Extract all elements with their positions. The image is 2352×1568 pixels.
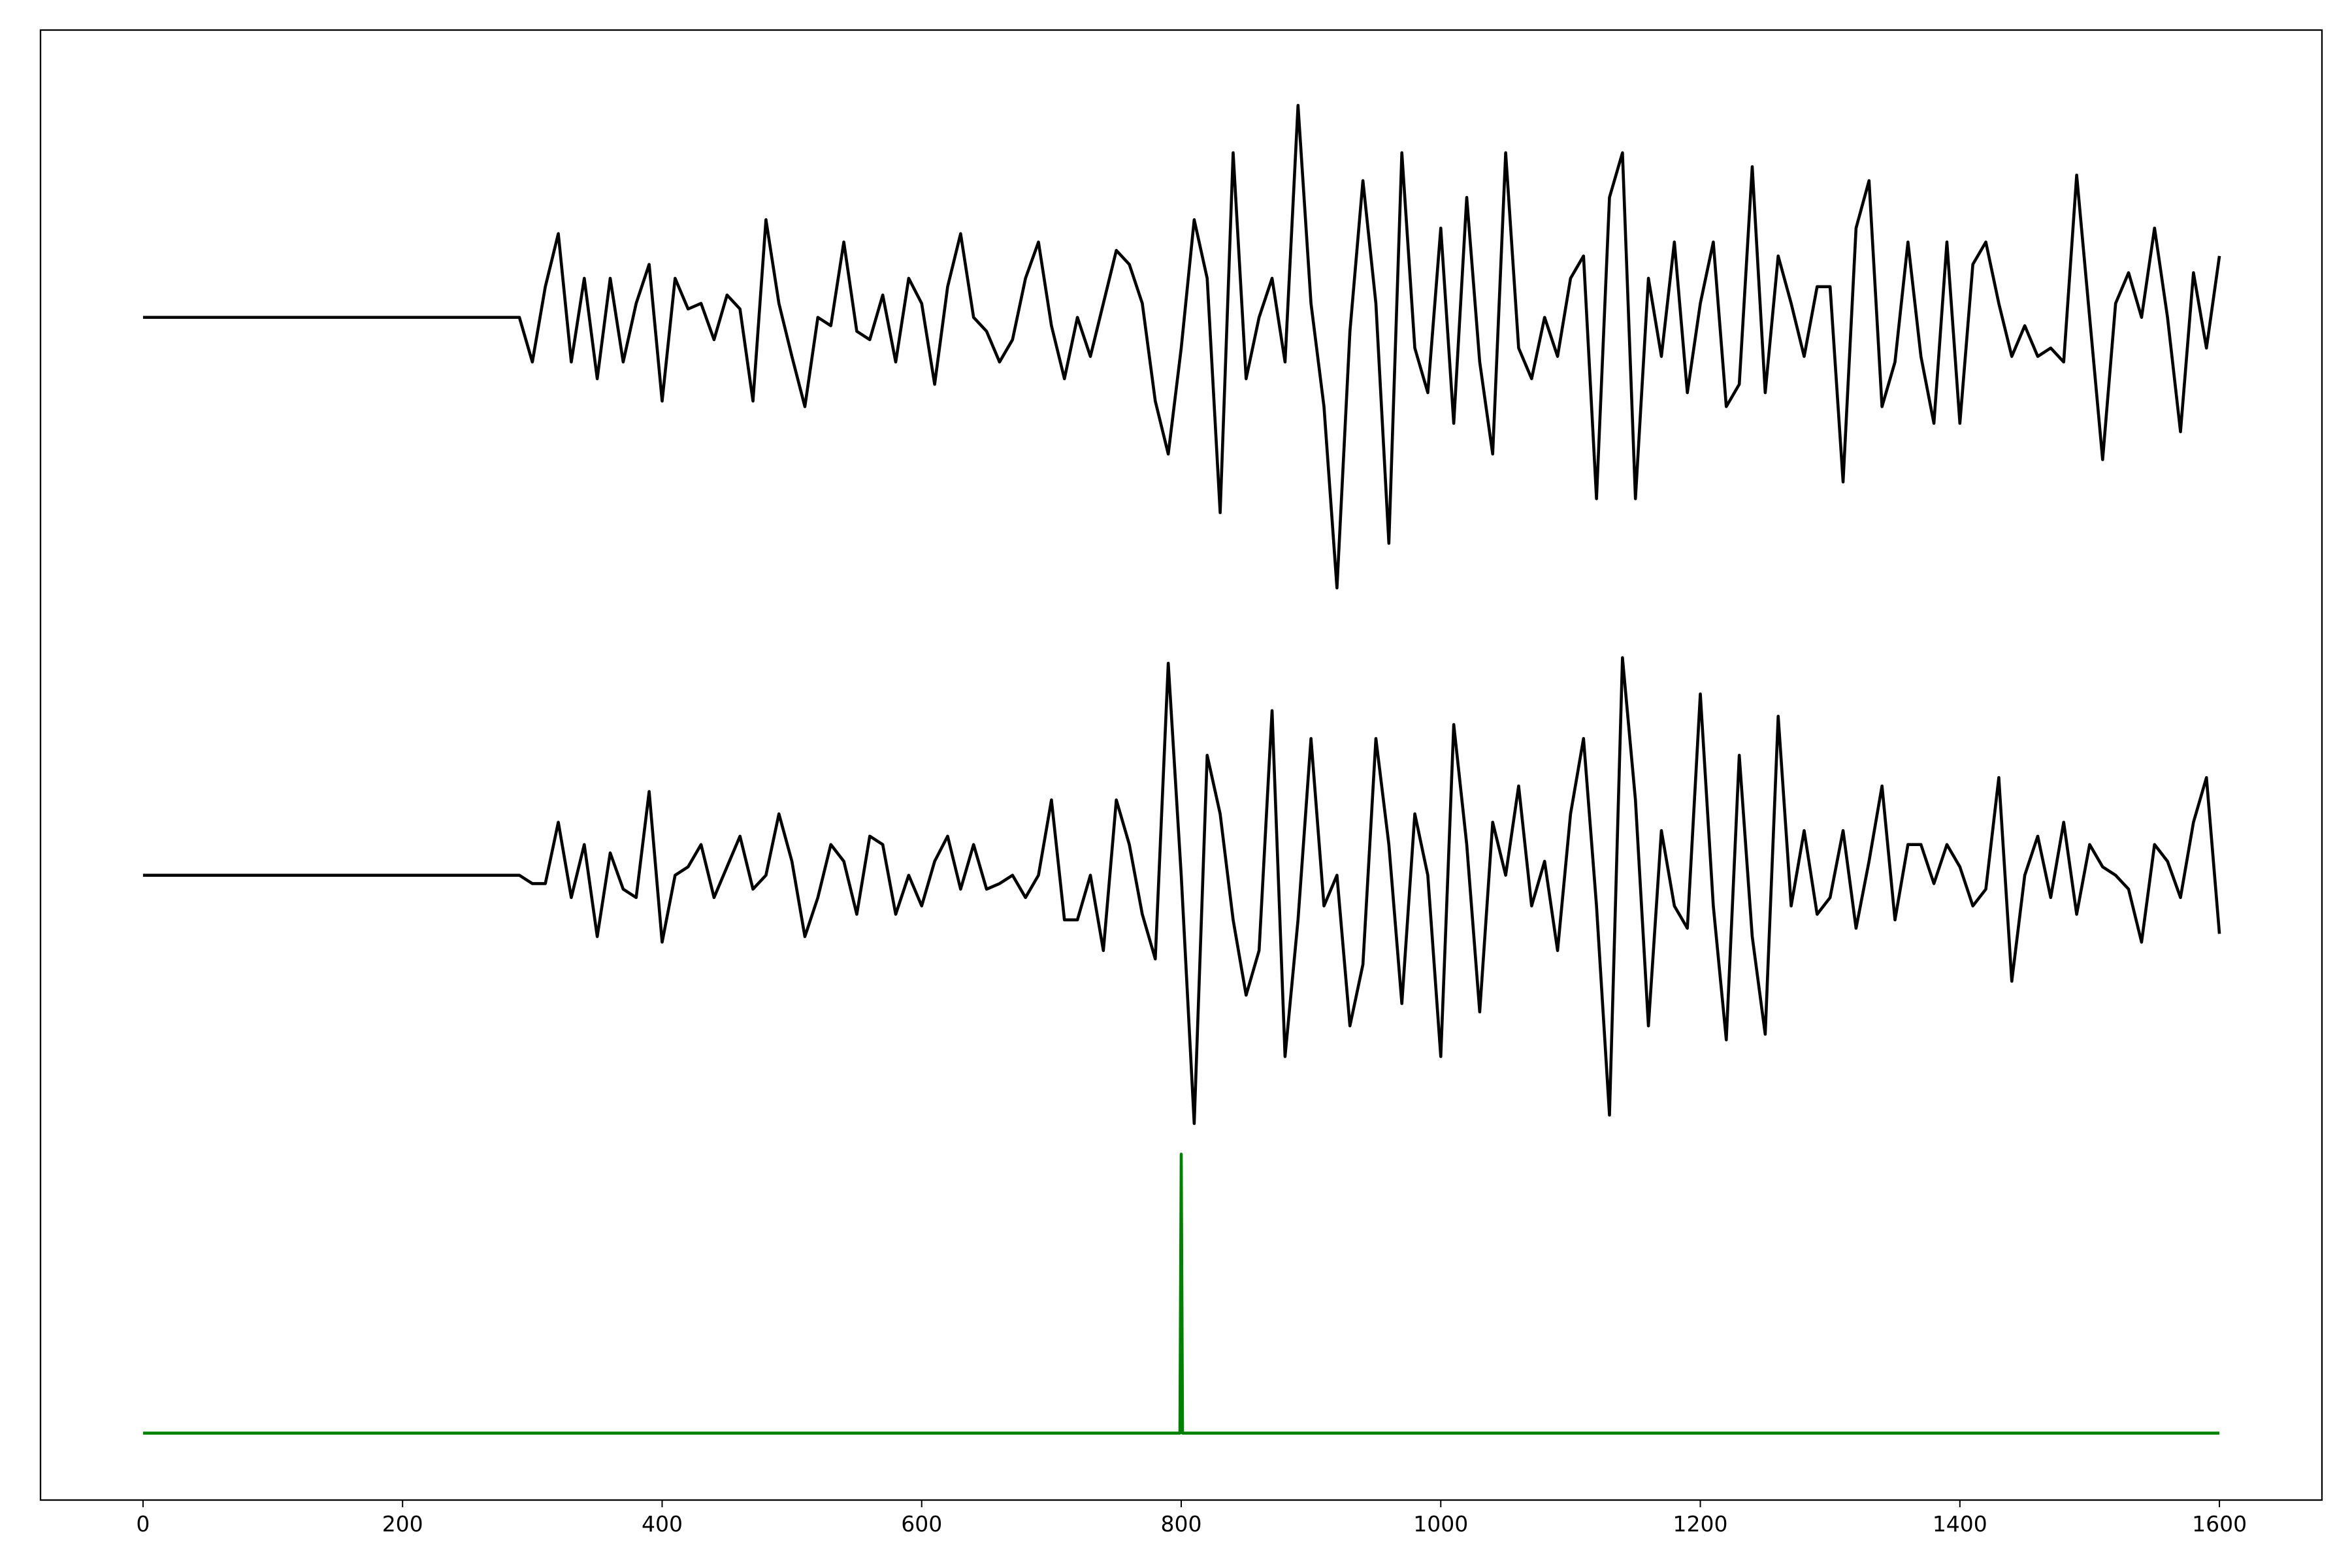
x-tick-label: 800: [1161, 1511, 1202, 1537]
trace-line: [142, 1152, 2220, 1435]
x-tick-label: 200: [382, 1511, 423, 1537]
x-tick-label: 1200: [1673, 1511, 1728, 1537]
x-tick-label: 400: [642, 1511, 683, 1537]
trace-line: [142, 656, 2221, 1125]
x-tick-label: 1600: [2192, 1511, 2247, 1537]
x-tick-label: 1400: [1933, 1511, 1987, 1537]
trace-line: [142, 103, 2221, 590]
x-tick-label: 600: [901, 1511, 942, 1537]
x-tick-label: 0: [136, 1511, 150, 1537]
x-tick-label: 1000: [1413, 1511, 1468, 1537]
